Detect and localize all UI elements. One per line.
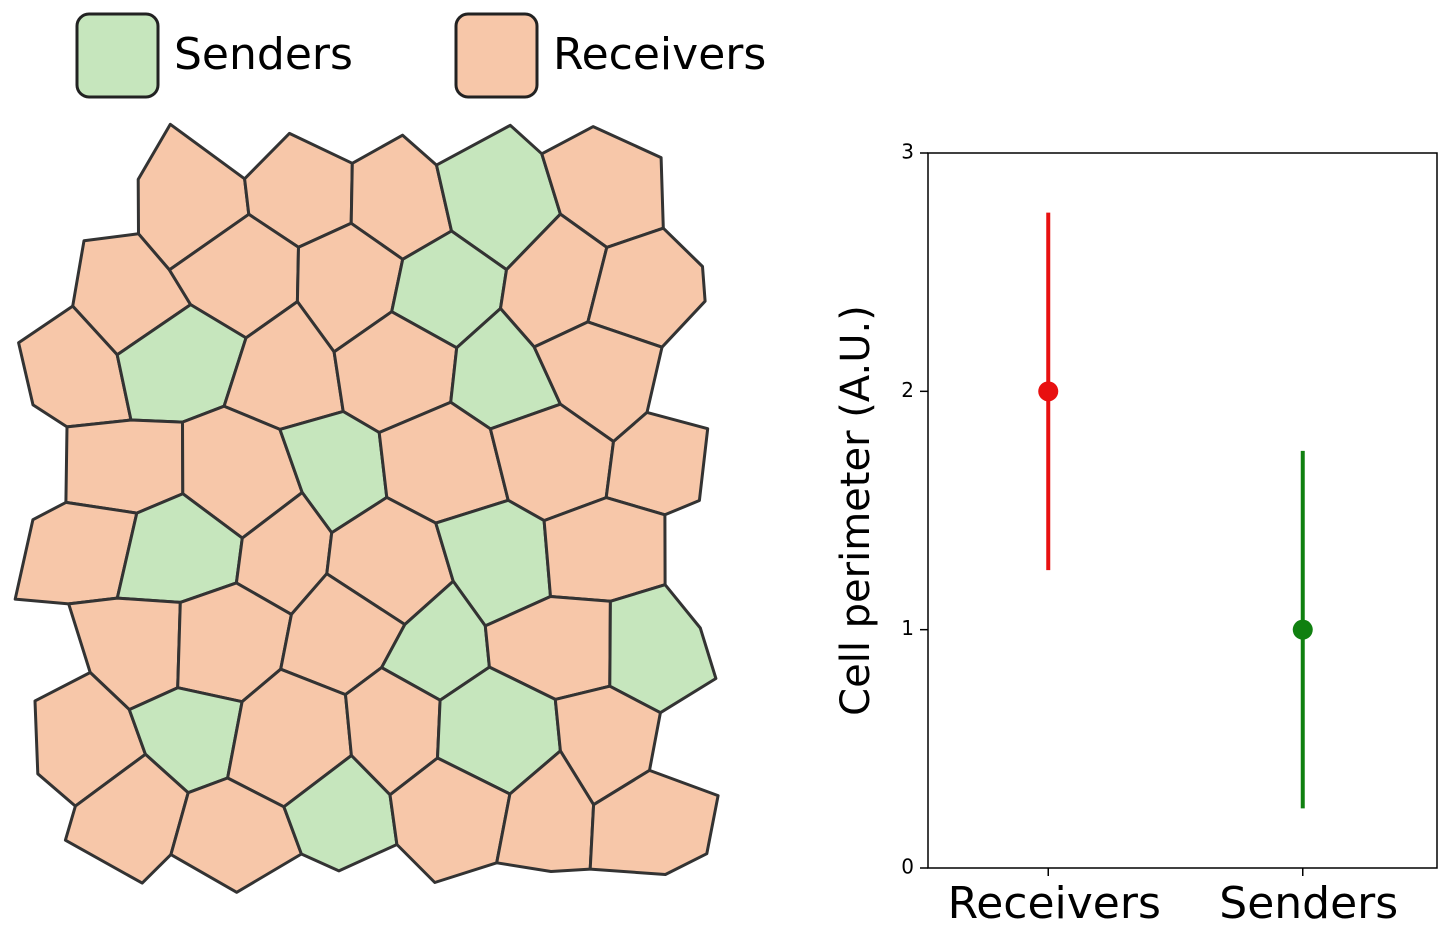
cell (542, 496, 667, 603)
y-tick-label: 1 (901, 616, 914, 640)
legend: Senders Receivers (75, 12, 766, 99)
legend-swatch (75, 12, 160, 99)
legend-label: Senders (174, 29, 353, 80)
x-tick-label: Senders (1219, 878, 1398, 929)
legend-swatch (454, 12, 539, 99)
x-tick-label: Receivers (948, 878, 1161, 929)
legend-label: Receivers (553, 29, 766, 80)
y-tick-label: 3 (901, 140, 914, 164)
y-axis-label: Cell perimeter (A.U.) (833, 305, 879, 716)
point (1038, 381, 1059, 402)
cell-tissue (13, 122, 720, 894)
point (1292, 619, 1313, 640)
chart: 0 1 2 3 Cell perimeter (A.U.) Receivers Sender… (833, 140, 1438, 929)
cell (64, 418, 185, 515)
cell (588, 768, 720, 876)
plot-frame (927, 152, 1438, 869)
y-tick-label: 0 (901, 855, 914, 879)
y-tick-label: 2 (901, 378, 914, 402)
